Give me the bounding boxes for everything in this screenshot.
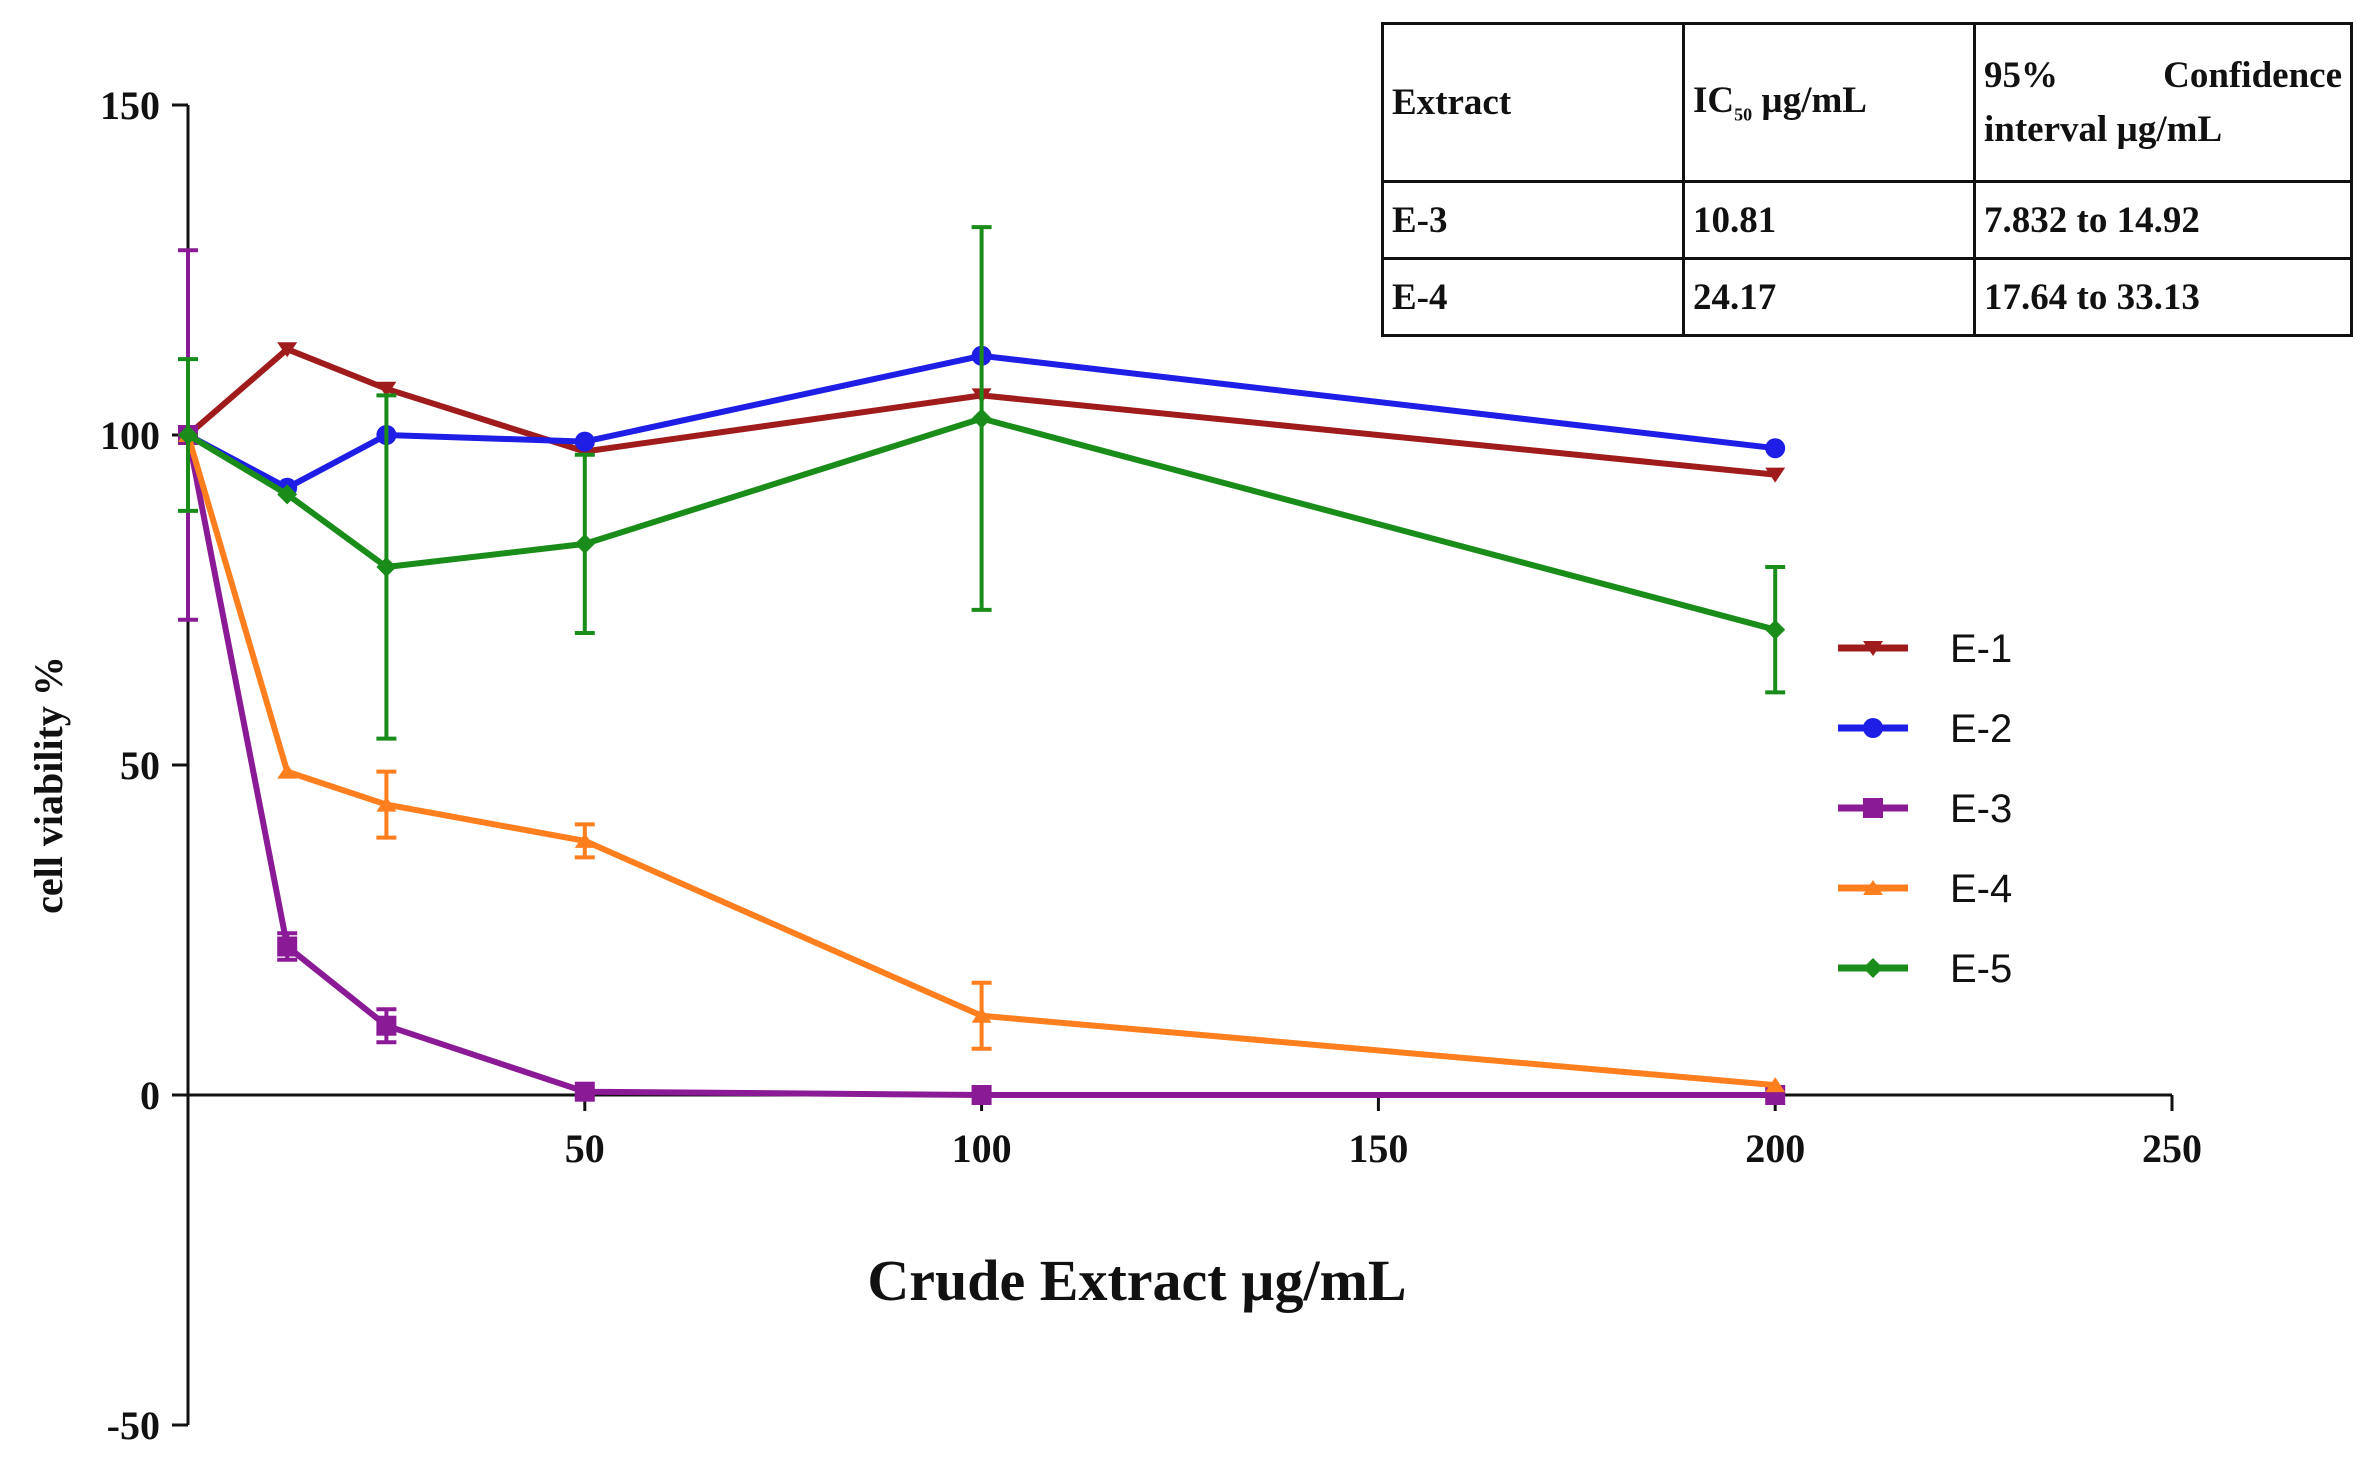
header-ci-word1: 95% [1984,54,2058,96]
data-point [574,832,595,848]
legend-item: E-1 [1838,627,2012,671]
legend-marker [1863,641,1883,656]
data-point [277,936,298,957]
legend-label: E-3 [1950,787,2012,831]
x-tick-label: 150 [1348,1126,1408,1171]
header-ic50: IC50 µg/mL [1682,22,1976,183]
header-extract-label: Extract [1392,82,1512,123]
series-line [185,434,1776,1089]
tick-labels: 150 100 50 0 -50 50 100 150 200 250 [100,83,2202,1448]
legend-marker [1863,958,1883,978]
cell-ci: 17.64 to 33.13 [1973,257,2353,337]
cell-ic50: 10.81 [1682,180,1976,260]
legend-label: E-4 [1950,867,2012,911]
header-ci-line2: interval µg/mL [1984,108,2223,150]
header-ci: 95% Confidence interval µg/mL [1973,22,2353,183]
data-point [971,1085,992,1105]
y-axis-title: cell viability % [26,656,71,914]
y-tick-label: 100 [100,413,160,458]
data-point [574,533,595,554]
y-tick-label: 0 [140,1073,160,1118]
x-axis-title: Crude Extract µg/mL [867,1248,1406,1313]
data-point [971,1007,992,1023]
data-point [1765,1077,1786,1093]
header-ic50-unit: µg/mL [1752,80,1867,122]
legend-item: E-5 [1838,947,2012,991]
x-tick-label: 100 [952,1126,1012,1171]
data-point [574,1081,595,1102]
legend-item: E-4 [1838,867,2012,911]
legend-label: E-2 [1950,707,2012,751]
legend-marker [1863,880,1883,895]
header-ci-word2: Confidence [2163,54,2342,96]
cell-ci: 7.832 to 14.92 [1973,180,2353,260]
data-point [971,408,992,429]
legend-marker [1863,798,1883,818]
cell-extract: E-3 [1381,180,1685,260]
data-point [376,557,397,577]
legend-label: E-5 [1950,947,2012,991]
table-row: E-4 24.17 17.64 to 33.13 [1381,257,2353,337]
data-point [1765,438,1786,459]
header-extract: Extract [1381,22,1685,183]
header-ic50-subscript: 50 [1734,104,1753,125]
data-point [376,1015,397,1036]
header-ic50-label: IC [1693,80,1735,122]
data-point [376,381,397,397]
series-line [186,346,1776,478]
series-line [185,434,1776,1098]
legend-item: E-2 [1838,707,2012,751]
data-point [178,425,198,445]
legend-label: E-1 [1950,627,2012,671]
series-e-5 [178,225,1786,741]
data-point [277,484,298,505]
legend: E-1 E-2 E-3 E-4 E-5 [1838,627,2012,991]
data-point [277,763,298,779]
legend-item: E-3 [1838,787,2012,831]
data-point [1765,619,1786,640]
data-point [376,796,397,812]
data-point [277,342,298,358]
x-tick-label: 50 [565,1126,605,1171]
table-row: E-3 10.81 7.832 to 14.92 [1381,180,2353,260]
data-point [574,431,595,452]
data-point [1765,467,1786,483]
y-tick-label: -50 [107,1403,160,1448]
cell-ic50: 24.17 [1682,257,1976,337]
table-header-row: Extract IC50 µg/mL 95% Confidence interva… [1381,22,2353,183]
series-line [186,352,1776,491]
ic50-table: Extract IC50 µg/mL 95% Confidence interva… [1381,22,2353,337]
legend-marker [1863,718,1883,738]
series-line [186,415,1776,633]
x-tick-label: 200 [1745,1126,1805,1171]
y-tick-label: 50 [120,743,160,788]
x-tick-label: 250 [2142,1126,2202,1171]
cell-extract: E-4 [1381,257,1685,337]
y-tick-label: 150 [100,83,160,128]
series-layer [178,225,1786,1105]
